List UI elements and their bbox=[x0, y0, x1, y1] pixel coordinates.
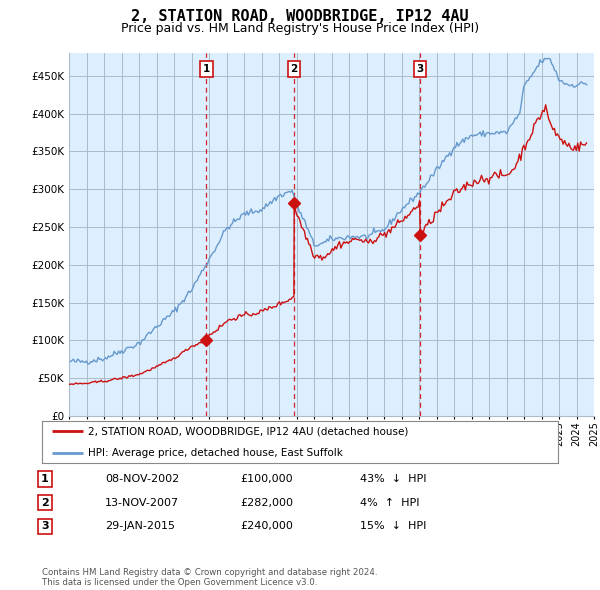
Text: 29-JAN-2015: 29-JAN-2015 bbox=[105, 522, 175, 531]
Text: 2: 2 bbox=[290, 64, 298, 74]
Text: 4%  ↑  HPI: 4% ↑ HPI bbox=[360, 498, 419, 507]
Text: 1: 1 bbox=[41, 474, 49, 484]
Text: £100,000: £100,000 bbox=[240, 474, 293, 484]
Text: HPI: Average price, detached house, East Suffolk: HPI: Average price, detached house, East… bbox=[88, 448, 343, 457]
Text: 13-NOV-2007: 13-NOV-2007 bbox=[105, 498, 179, 507]
Text: 08-NOV-2002: 08-NOV-2002 bbox=[105, 474, 179, 484]
Text: 3: 3 bbox=[416, 64, 424, 74]
Text: £282,000: £282,000 bbox=[240, 498, 293, 507]
Text: 1: 1 bbox=[203, 64, 210, 74]
Text: Contains HM Land Registry data © Crown copyright and database right 2024.
This d: Contains HM Land Registry data © Crown c… bbox=[42, 568, 377, 587]
Text: 15%  ↓  HPI: 15% ↓ HPI bbox=[360, 522, 427, 531]
Text: £240,000: £240,000 bbox=[240, 522, 293, 531]
Text: 3: 3 bbox=[41, 522, 49, 531]
Text: 2, STATION ROAD, WOODBRIDGE, IP12 4AU (detached house): 2, STATION ROAD, WOODBRIDGE, IP12 4AU (d… bbox=[88, 427, 409, 436]
Text: Price paid vs. HM Land Registry's House Price Index (HPI): Price paid vs. HM Land Registry's House … bbox=[121, 22, 479, 35]
Text: 2, STATION ROAD, WOODBRIDGE, IP12 4AU: 2, STATION ROAD, WOODBRIDGE, IP12 4AU bbox=[131, 9, 469, 24]
Text: 43%  ↓  HPI: 43% ↓ HPI bbox=[360, 474, 427, 484]
Text: 2: 2 bbox=[41, 498, 49, 507]
